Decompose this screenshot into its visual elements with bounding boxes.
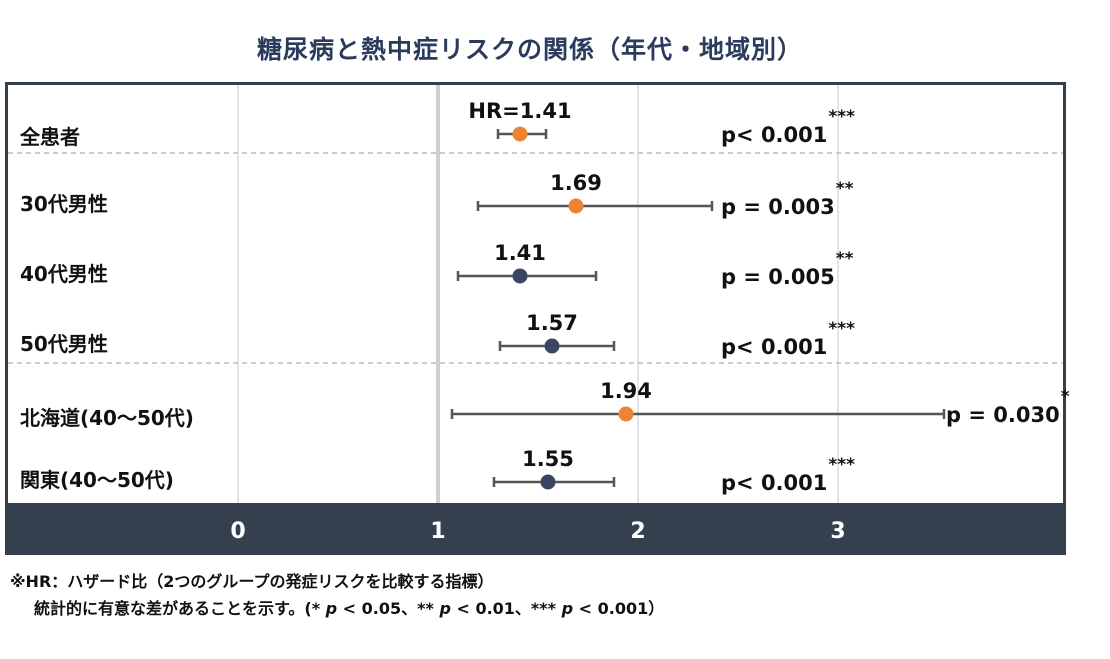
footnote-line-1: ※HR：ハザード比（2つのグループの発症リスクを比較する指標） bbox=[10, 572, 494, 591]
hr-point bbox=[512, 268, 528, 284]
footnote-line-2: 統計的に有意な差があることを示す。(* p < 0.05、** p < 0.01… bbox=[10, 595, 664, 622]
x-axis-bar bbox=[5, 503, 1066, 555]
significance-stars: *** bbox=[828, 455, 855, 475]
hr-value-label: HR=1.41 bbox=[468, 99, 571, 123]
hr-value-label: 1.57 bbox=[526, 311, 578, 335]
row-label: 北海道(40～50代) bbox=[20, 406, 194, 430]
hr-value-label: 1.94 bbox=[600, 379, 652, 403]
x-tick-label: 0 bbox=[230, 519, 245, 544]
footnote-p-symbol: p bbox=[439, 599, 451, 618]
p-value-label: p< 0.001 bbox=[721, 123, 827, 147]
p-value-label: p< 0.001 bbox=[721, 335, 827, 359]
footnote-text: < 0.01、*** bbox=[450, 599, 562, 618]
hr-point bbox=[568, 198, 584, 214]
footnote-text: < 0.001） bbox=[573, 599, 665, 618]
p-value-label: p = 0.030 bbox=[946, 403, 1060, 427]
forest-row: 40代男性 1.41 p = 0.005** bbox=[20, 241, 854, 289]
hr-point bbox=[512, 126, 528, 142]
row-label: 30代男性 bbox=[20, 192, 108, 216]
row-label: 40代男性 bbox=[20, 262, 108, 286]
forest-row: 30代男性 1.69 p = 0.003** bbox=[20, 171, 854, 219]
footnote-text: 統計的に有意な差があることを示す。(* bbox=[34, 599, 326, 618]
row-label: 関東(40～50代) bbox=[20, 468, 174, 492]
hr-point bbox=[544, 338, 560, 354]
footnote-p-symbol: p bbox=[325, 599, 338, 618]
plot-frame bbox=[5, 82, 1066, 503]
hr-value-label: 1.55 bbox=[522, 447, 574, 471]
p-value-label: p = 0.003 bbox=[721, 195, 835, 219]
x-tick-label: 1 bbox=[430, 519, 445, 544]
forest-row: 全患者 HR=1.41 p< 0.001*** bbox=[19, 99, 855, 149]
significance-stars: ** bbox=[836, 179, 854, 199]
forest-row: 50代男性 1.57 p< 0.001*** bbox=[20, 311, 855, 359]
p-value-label: p = 0.005 bbox=[721, 265, 835, 289]
x-tick-label: 3 bbox=[830, 519, 845, 544]
hr-point bbox=[540, 474, 556, 490]
footnote-p-symbol: p bbox=[561, 599, 574, 618]
chart-title: 糖尿病と熱中症リスクの関係（年代・地域別） bbox=[256, 35, 803, 64]
hr-point bbox=[618, 406, 634, 422]
forest-row: 関東(40～50代) 1.55 p< 0.001*** bbox=[20, 447, 855, 495]
hr-value-label: 1.41 bbox=[494, 241, 546, 265]
significance-stars: ** bbox=[836, 249, 854, 269]
p-value-label: p< 0.001 bbox=[721, 471, 827, 495]
footnote-text: < 0.05、** bbox=[337, 599, 440, 618]
x-tick-label: 2 bbox=[630, 519, 645, 544]
significance-stars: *** bbox=[828, 107, 855, 127]
forest-row: 北海道(40～50代) 1.94 p = 0.030* bbox=[20, 379, 1070, 430]
hr-value-label: 1.69 bbox=[550, 171, 602, 195]
significance-stars: * bbox=[1061, 387, 1070, 407]
significance-stars: *** bbox=[828, 319, 855, 339]
row-label: 全患者 bbox=[19, 125, 80, 149]
row-label: 50代男性 bbox=[20, 332, 108, 356]
footnote: ※HR：ハザード比（2つのグループの発症リスクを比較する指標） 統計的に有意な差… bbox=[10, 568, 664, 622]
